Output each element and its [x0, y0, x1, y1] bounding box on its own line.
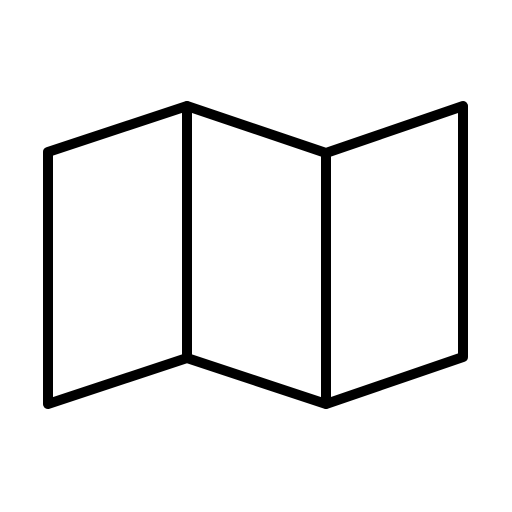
- map-outline: [43, 101, 468, 409]
